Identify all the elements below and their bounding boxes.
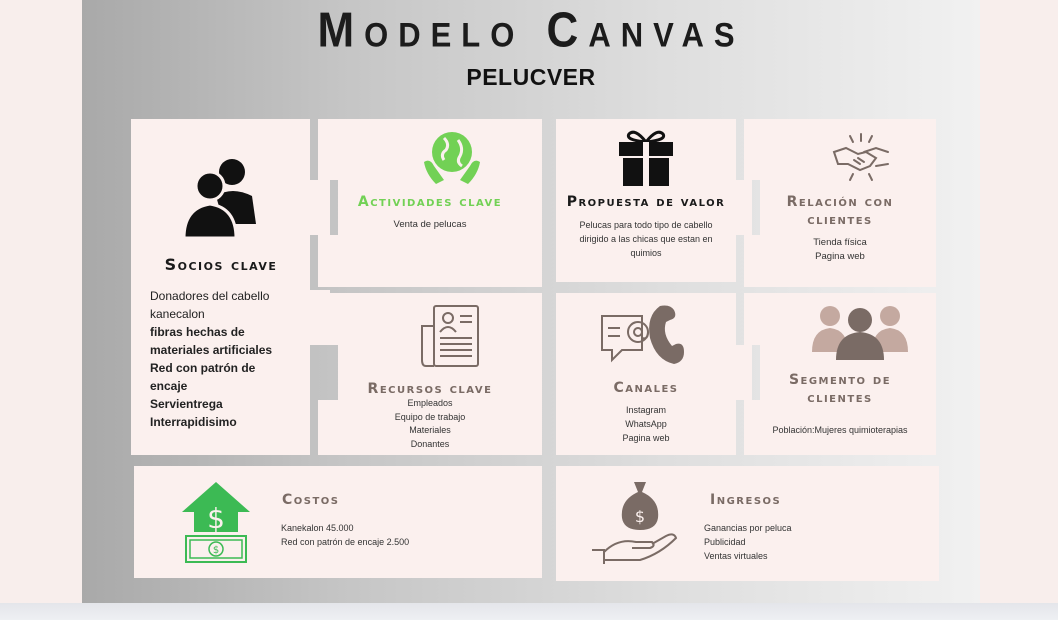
globe-hands-icon xyxy=(424,132,480,184)
socios-item: Interrapidisimo xyxy=(150,415,237,429)
propuesta-line: dirigido a las chicas que estan en xyxy=(579,234,713,244)
socios-item: kanecalon xyxy=(150,307,205,321)
ingresos-text: Ganancias por peluca Publicidad Ventas v… xyxy=(704,521,904,563)
ingresos-line: Ventas virtuales xyxy=(704,551,768,561)
socios-item: Red con patrón de xyxy=(150,361,256,375)
ingresos-line: Publicidad xyxy=(704,537,746,547)
actividades-card-shape xyxy=(318,119,542,287)
segmento-heading: Segmento de clientes xyxy=(744,371,936,407)
svg-text:$: $ xyxy=(207,502,225,535)
dollar-house-icon: $ $ xyxy=(182,482,250,563)
segmento-heading-line: Segmento de xyxy=(788,372,892,388)
page-subtitle: PELUCVER xyxy=(466,64,596,90)
recursos-line: Empleados xyxy=(407,398,453,408)
canales-card-shape xyxy=(556,293,752,455)
canales-heading: Canales xyxy=(613,380,679,396)
svg-text:$: $ xyxy=(213,545,219,556)
relacion-heading: Relación con clientes xyxy=(744,193,936,229)
money-bag-hand-icon: $ xyxy=(592,482,678,564)
socios-item: encaje xyxy=(150,379,188,393)
socios-item: fibras hechas de xyxy=(150,325,245,339)
document-icon xyxy=(421,305,479,367)
canales-text: Instagram WhatsApp Pagina web xyxy=(556,403,736,445)
page-title: Modelo Canvas xyxy=(317,3,745,58)
chat-phone-icon xyxy=(601,305,684,364)
segmento-line: Población:Mujeres quimioterapias xyxy=(772,425,908,435)
people-icon xyxy=(182,159,256,240)
recursos-text: Empleados Equipo de trabajo Materiales D… xyxy=(318,397,542,451)
actividades-text: Venta de pelucas xyxy=(318,218,542,232)
svg-text:$: $ xyxy=(635,507,645,526)
recursos-line: Equipo de trabajo xyxy=(394,411,466,422)
actividades-line: Venta de pelucas xyxy=(393,219,467,230)
relacion-heading-line: Relación con xyxy=(786,194,894,210)
gift-icon xyxy=(619,130,673,186)
relacion-line: Tienda física xyxy=(813,237,867,248)
relacion-line: Pagina web xyxy=(815,251,865,262)
costos-line: Kanekalon 45.000 xyxy=(281,523,354,533)
propuesta-line: Pelucas para todo tipo de cabello xyxy=(579,220,713,230)
relacion-card-shape xyxy=(744,119,936,287)
costos-text: Kanekalon 45.000 Red con patrón de encaj… xyxy=(281,521,481,549)
segmento-text: Población:Mujeres quimioterapias xyxy=(744,423,936,437)
relacion-text: Tienda física Pagina web xyxy=(744,236,936,264)
ingresos-line: Ganancias por peluca xyxy=(704,523,792,533)
canales-line: Pagina web xyxy=(622,433,670,443)
relacion-heading-line: clientes xyxy=(807,212,873,228)
recursos-heading: Recursos clave xyxy=(367,381,493,397)
socios-item: Servientrega xyxy=(150,397,223,411)
socios-list: Donadores del cabello kanecalon fibras h… xyxy=(150,287,310,431)
recursos-card-shape xyxy=(318,293,542,455)
canales-line: Instagram xyxy=(625,405,667,415)
socios-item: Donadores del cabello xyxy=(150,289,270,303)
socios-heading: Socios clave xyxy=(164,255,278,274)
segmento-heading-line: clientes xyxy=(807,390,873,406)
bottom-strip xyxy=(0,603,1058,620)
ingresos-card-shape xyxy=(556,466,939,581)
handshake-icon xyxy=(832,133,889,181)
propuesta-text: Pelucas para todo tipo de cabello dirigi… xyxy=(556,218,736,260)
group-icon xyxy=(812,306,908,360)
recursos-line: Materiales xyxy=(409,425,451,435)
propuesta-line: quimios xyxy=(630,248,662,258)
canales-line: WhatsApp xyxy=(625,419,667,429)
recursos-line: Donantes xyxy=(410,438,450,449)
propuesta-heading: Propuesta de valor xyxy=(566,194,726,210)
costos-line: Red con patrón de encaje 2.500 xyxy=(281,537,410,547)
socios-card-shape xyxy=(131,119,330,455)
socios-item: materiales artificiales xyxy=(150,343,273,357)
actividades-heading: Actividades clave xyxy=(357,194,503,210)
ingresos-heading: Ingresos xyxy=(710,492,782,508)
costos-heading: Costos xyxy=(282,492,340,508)
propuesta-card-shape xyxy=(556,119,752,282)
